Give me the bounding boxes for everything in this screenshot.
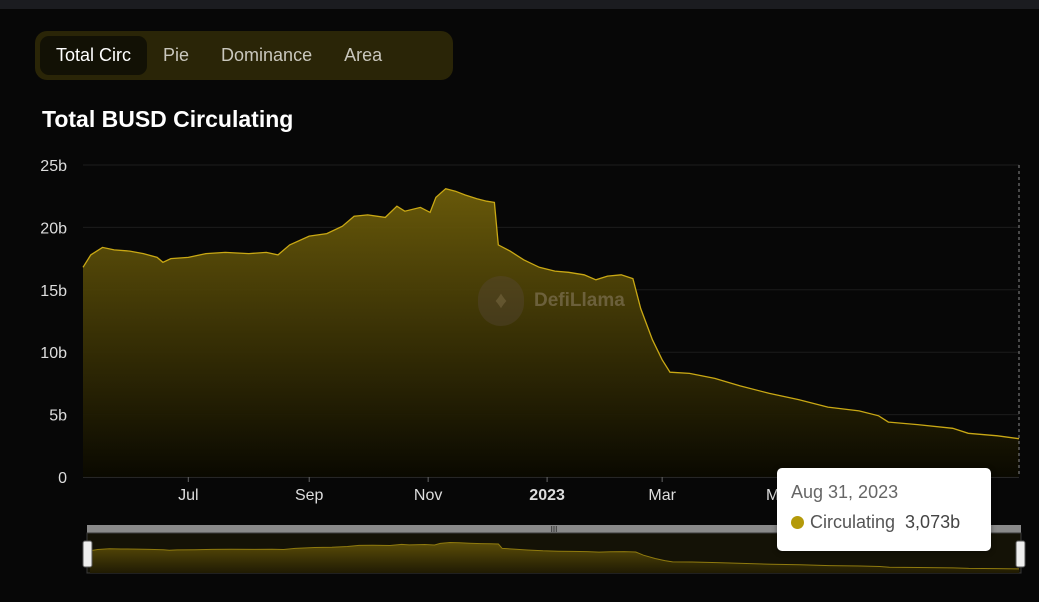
y-tick-label: 20b — [40, 220, 67, 237]
tab-area[interactable]: Area — [344, 45, 383, 65]
y-tick-label: 0 — [58, 470, 67, 487]
x-tick-label: Jul — [178, 487, 198, 504]
llama-logo-icon: ♦ — [478, 276, 524, 326]
tooltip-series-name: Circulating — [810, 512, 896, 532]
zoom-handle-right[interactable] — [1015, 540, 1026, 568]
series-line — [82, 187, 1020, 440]
overview-line — [89, 541, 1020, 570]
watermark: ♦ DefiLlama — [478, 276, 625, 326]
watermark-text: DefiLlama — [534, 290, 625, 311]
x-tick-label: Sep — [295, 487, 324, 504]
x-tick-label: Nov — [414, 487, 442, 504]
tooltip-date: Aug 31, 2023 — [791, 482, 899, 502]
tooltip-value: 3,073b — [905, 512, 961, 532]
x-tick-label: 2023 — [529, 487, 565, 504]
zoom-slider-track[interactable] — [87, 525, 1021, 533]
tab-total-circ[interactable]: Total Circ — [40, 36, 148, 75]
chart-tabs: Total Circ Pie Dominance Area — [35, 31, 453, 80]
zoom-slider-grip-icon[interactable]: III — [551, 525, 558, 534]
zoom-handle-left[interactable] — [82, 540, 93, 568]
chart-title: Total BUSD Circulating — [42, 106, 294, 132]
series-color-dot-icon — [791, 516, 804, 529]
overview-area — [90, 542, 1019, 573]
tab-pie[interactable]: Pie — [163, 45, 190, 65]
y-tick-label: 15b — [40, 283, 67, 300]
area-fill — [83, 188, 1019, 477]
y-tick-label: 25b — [40, 158, 67, 175]
top-bar — [0, 0, 1039, 9]
y-tick-label: 10b — [40, 345, 67, 362]
tab-dominance[interactable]: Dominance — [221, 45, 313, 65]
x-tick-label: Mar — [648, 487, 676, 504]
chart-tooltip: Aug 31, 2023 Circulating 3,073b — [777, 468, 991, 551]
y-tick-label: 5b — [49, 408, 67, 425]
